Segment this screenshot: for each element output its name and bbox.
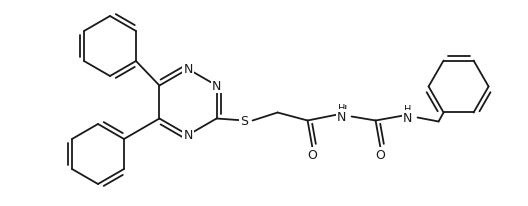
Text: N: N	[337, 110, 346, 123]
Text: N: N	[183, 129, 193, 142]
Text: H: H	[404, 105, 411, 115]
Text: O: O	[308, 148, 317, 161]
Text: N: N	[403, 111, 412, 124]
Text: H
N: H N	[338, 104, 347, 126]
Text: H: H	[338, 104, 345, 114]
Text: S: S	[241, 115, 249, 127]
Text: N: N	[183, 63, 193, 76]
Text: N: N	[212, 80, 221, 92]
Text: O: O	[375, 148, 385, 161]
